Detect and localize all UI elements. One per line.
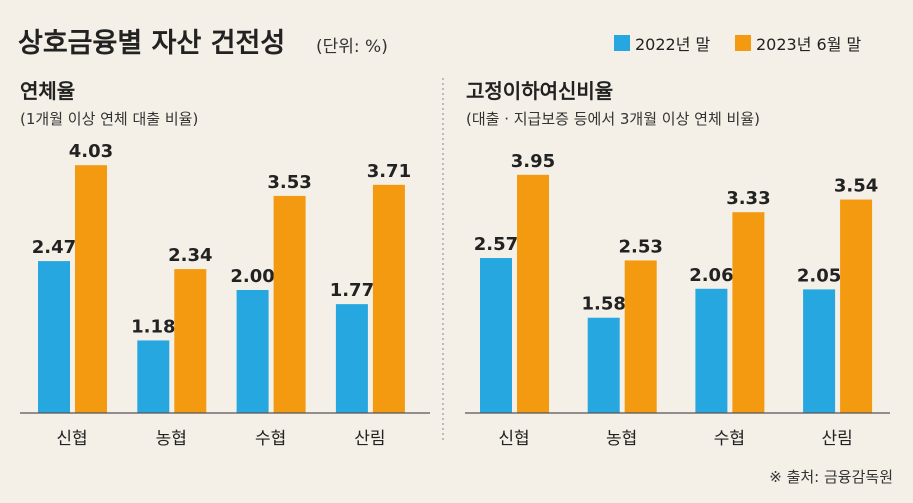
bar-2022	[137, 340, 170, 413]
bar-2023-06	[732, 212, 765, 413]
bar-value-label: 2.06	[689, 265, 733, 286]
bar-2023-06	[273, 195, 306, 413]
panel1-title: 연체율	[20, 79, 75, 103]
bar-value-label: 3.54	[834, 176, 878, 197]
panel1-bars: 2.47 4.03 신협 1.18 2.34 농협 2.00 3.53 수협 1.77 3.71 산림	[20, 141, 430, 449]
bar-value-label: 2.57	[474, 234, 518, 255]
category-label: 수협	[255, 429, 286, 449]
bar-value-label: 1.77	[330, 280, 374, 301]
bar-value-label: 2.00	[230, 266, 274, 287]
bar-value-label: 3.33	[726, 188, 770, 209]
panel1-subtitle: (1개월 이상 연체 대출 비율)	[20, 110, 198, 128]
bar-value-label: 1.58	[581, 294, 625, 315]
legend-swatch-2023	[735, 35, 751, 51]
bar-value-label: 3.53	[267, 172, 311, 193]
category-label: 농협	[156, 429, 187, 449]
bar-value-label: 2.34	[168, 245, 212, 266]
panel2-subtitle: (대출 · 지급보증 등에서 3개월 이상 연체 비율)	[466, 110, 760, 128]
category-label: 농협	[606, 429, 637, 449]
chart-title: 상호금융별 자산 건전성	[18, 28, 285, 59]
panel2-bars: 2.57 3.95 신협 1.58 2.53 농협 2.06 3.33 수협 2.05 3.54 산림	[465, 151, 890, 449]
legend-label-2023: 2023년 6월 말	[756, 35, 862, 54]
bar-value-label: 3.71	[367, 161, 411, 182]
source-note: ※ 출처: 금융감독원	[769, 468, 893, 486]
bar-2023-06	[174, 269, 207, 413]
bar-2023-06	[840, 199, 873, 413]
bar-value-label: 2.53	[618, 236, 662, 257]
bar-value-label: 2.05	[797, 265, 841, 286]
bar-2023-06	[372, 184, 405, 413]
bar-value-label: 4.03	[69, 141, 113, 162]
bar-value-label: 1.18	[131, 316, 175, 337]
bar-value-label: 2.47	[32, 237, 76, 258]
category-label: 산림	[821, 429, 852, 449]
category-label: 산림	[354, 429, 385, 449]
bar-2022	[695, 288, 728, 413]
category-label: 수협	[714, 429, 745, 449]
bar-2022	[480, 258, 512, 413]
bar-value-label: 3.95	[511, 151, 555, 172]
bar-2022	[587, 317, 620, 413]
legend-swatch-2022	[614, 35, 630, 51]
bar-2022	[38, 261, 70, 413]
unit-label: (단위: %)	[316, 37, 388, 57]
panel2-title: 고정이하여신비율	[466, 79, 613, 103]
bar-2023-06	[75, 165, 107, 413]
category-label: 신협	[498, 429, 529, 449]
legend-label-2022: 2022년 말	[635, 35, 711, 54]
category-label: 신협	[56, 429, 87, 449]
bar-2022	[236, 290, 269, 413]
bar-2022	[335, 304, 368, 413]
bar-2023-06	[624, 260, 657, 413]
bar-2023-06	[517, 174, 549, 413]
bar-2022	[803, 289, 836, 413]
